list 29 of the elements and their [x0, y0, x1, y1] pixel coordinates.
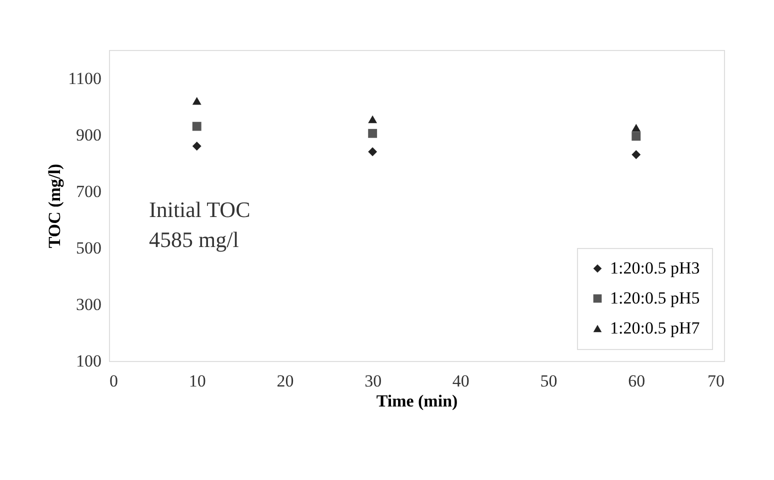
y-tick-label: 900	[76, 125, 102, 144]
point	[192, 122, 202, 131]
annotation: Initial TOC 4585 mg/l	[149, 197, 250, 252]
point	[632, 124, 641, 132]
y-tick-label: 300	[76, 294, 102, 314]
point	[368, 115, 378, 124]
x-tick-label: 50	[540, 372, 558, 390]
legend-label: 1:20:0.5 pH5	[610, 288, 700, 308]
x-axis-title: Time (min)	[376, 392, 458, 410]
point	[192, 97, 202, 105]
legend-label: 1:20:0.5 pH7	[610, 318, 700, 338]
point	[368, 128, 378, 138]
y-axis-title: TOC (mg/l)	[45, 164, 64, 248]
x-tick-label: 70	[708, 372, 724, 390]
point	[192, 142, 202, 151]
y-tick-label: 700	[76, 182, 102, 201]
x-tick-label: 0	[110, 372, 118, 390]
point	[368, 147, 378, 156]
y-tick-label: 500	[76, 238, 102, 258]
x-tick-label: 30	[364, 372, 382, 390]
y-tick-label: 1100	[68, 68, 102, 88]
y-tick-label: 100	[76, 352, 102, 370]
legend-label: 1:20:0.5 pH3	[610, 258, 700, 278]
x-tick-label: 40	[452, 372, 470, 390]
x-tick-label: 20	[276, 372, 294, 390]
point	[632, 132, 641, 141]
point	[632, 150, 641, 160]
x-tick-label: 60	[628, 372, 646, 390]
x-tick-label: 10	[188, 372, 206, 390]
